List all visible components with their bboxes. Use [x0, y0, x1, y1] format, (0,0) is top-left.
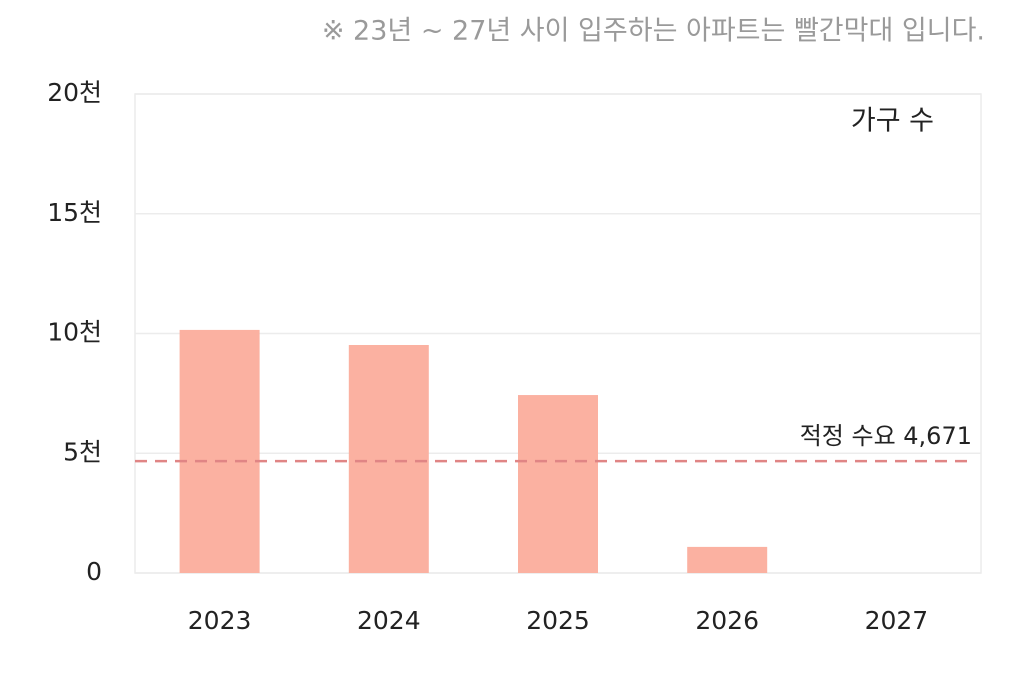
y-tick-label: 0: [86, 557, 102, 586]
x-tick-label: 2023: [188, 606, 252, 635]
y-axis-label: 가구 수: [851, 106, 934, 137]
bar: [348, 344, 429, 573]
x-tick-label: 2025: [526, 606, 590, 635]
y-tick-label: 10천: [47, 318, 102, 347]
reference-label: 적정 수요 4,671: [800, 422, 972, 450]
chart-title: ※ 23년 ~ 27년 사이 입주하는 아파트는 빨간막대 입니다.: [322, 16, 985, 47]
x-tick-label: 2024: [357, 606, 421, 635]
x-tick-label: 2026: [695, 606, 759, 635]
x-tick-label: 2027: [865, 606, 929, 635]
bar: [179, 329, 260, 573]
y-tick-label: 15천: [47, 198, 102, 227]
bar: [687, 546, 768, 573]
y-tick-label: 20천: [47, 78, 102, 107]
bar: [518, 395, 598, 573]
y-tick-label: 5천: [63, 437, 102, 466]
